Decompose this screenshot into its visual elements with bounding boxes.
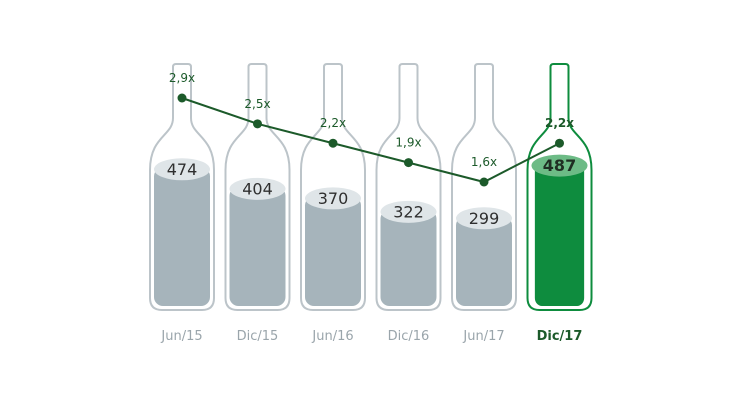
bar: [154, 167, 210, 306]
bottle-3: 370: [300, 63, 366, 311]
bottle-1: 474: [149, 63, 215, 311]
category-label: Dic/17: [537, 329, 583, 344]
multiplier-label: 2,2x: [320, 116, 346, 130]
bar: [456, 216, 512, 306]
category-label: Jun/15: [160, 329, 202, 344]
bottle-2: 404: [224, 63, 291, 311]
bottle-5: 299: [451, 63, 517, 311]
bar: [229, 186, 286, 306]
bar: [305, 196, 361, 306]
multiplier-point: [177, 93, 187, 103]
liquid-surface: [229, 177, 286, 200]
multiplier-point: [555, 138, 564, 148]
value-label: 370: [318, 189, 349, 208]
multiplier-label: 1,9x: [395, 136, 421, 150]
multiplier-line-layer: 2,9x 2,5x 2,2x 1,9x 1,6x 2,2x: [169, 71, 574, 187]
bar: [380, 209, 437, 306]
liquid-surface: [154, 158, 210, 181]
liquid-surface: [380, 200, 437, 223]
value-label: 299: [469, 209, 500, 228]
category-label: Jun/17: [462, 329, 504, 344]
value-label: 322: [393, 202, 424, 221]
value-label: 404: [242, 179, 273, 198]
multiplier-label: 2,9x: [169, 71, 195, 85]
bottle-4: 322: [375, 63, 442, 311]
liquid-surface: [531, 154, 588, 177]
category-label: Dic/15: [237, 329, 279, 344]
category-labels-layer: Jun/15 Dic/15 Jun/16 Dic/16 Jun/17 Dic/17: [160, 329, 582, 344]
multiplier-point: [253, 119, 262, 129]
liquid-surface: [456, 207, 512, 230]
multiplier-line: [181, 97, 560, 184]
value-label: 487: [543, 156, 576, 175]
multiplier-label: 1,6x: [471, 155, 497, 169]
multiplier-point: [404, 158, 413, 168]
multiplier-label: 2,2x: [545, 116, 574, 130]
bottles-layer: 474 404 370 322 299 487: [149, 63, 593, 311]
bar: [534, 163, 585, 306]
category-label: Dic/16: [388, 329, 430, 344]
category-label: Jun/16: [311, 329, 353, 344]
liquid-surface: [305, 187, 361, 210]
bottle-6: 487: [526, 63, 593, 311]
multiplier-label: 2,5x: [244, 97, 270, 111]
multiplier-point: [328, 138, 338, 148]
multiplier-point: [479, 177, 489, 187]
value-label: 474: [167, 160, 198, 179]
